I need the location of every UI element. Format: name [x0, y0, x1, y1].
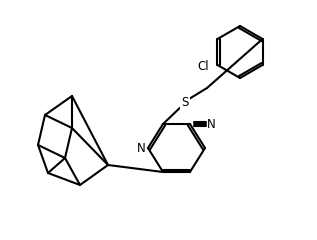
Text: S: S: [181, 96, 189, 109]
Text: N: N: [137, 142, 146, 155]
Text: N: N: [207, 118, 215, 131]
Text: Cl: Cl: [198, 60, 209, 73]
